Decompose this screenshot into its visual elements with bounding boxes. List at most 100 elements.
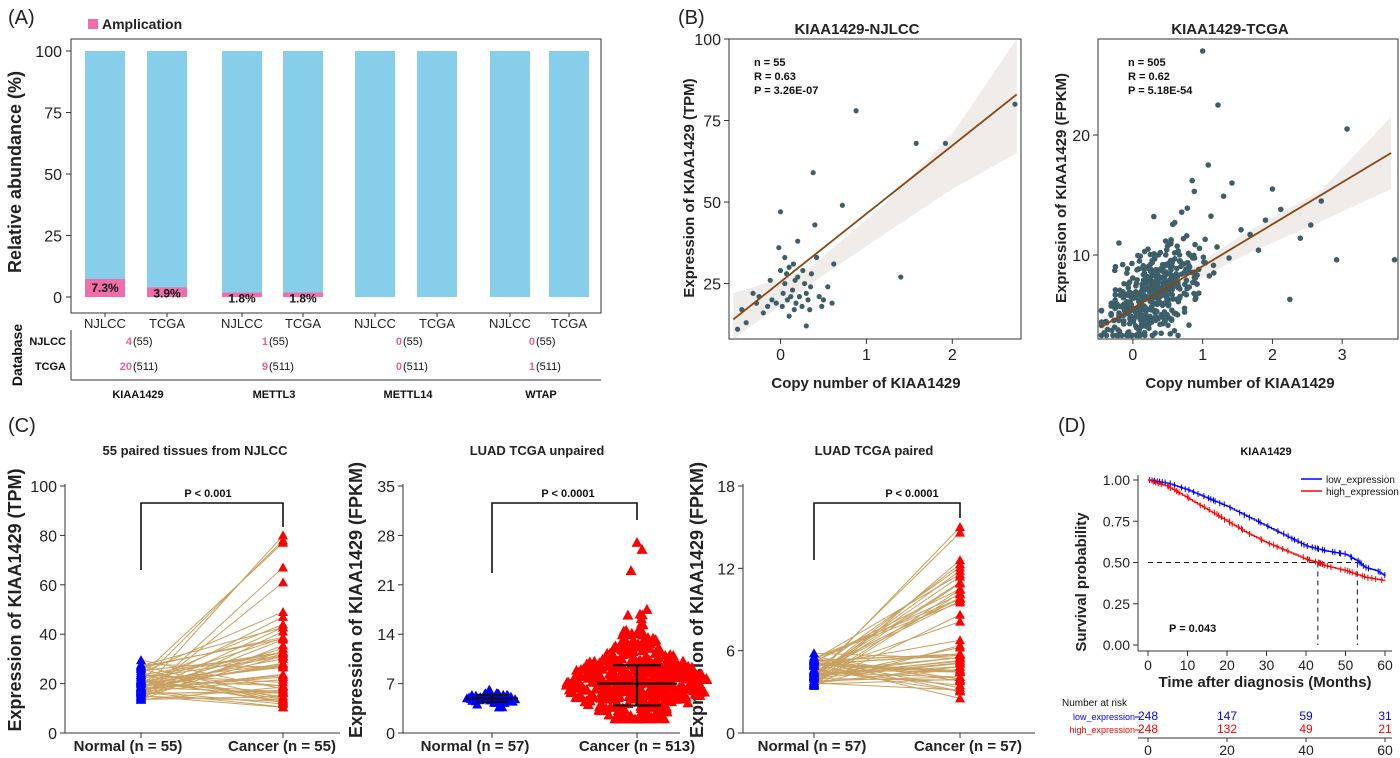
scatter-point (1277, 206, 1284, 213)
scatter-point (942, 140, 949, 146)
panel-d-xlabel: Time after diagnosis (Months) (1158, 674, 1371, 691)
panel-a-ytick-label: 75 (44, 106, 62, 123)
cancer-point (664, 651, 676, 662)
scatter-point (1140, 280, 1147, 286)
cancer-point (606, 653, 618, 664)
risk-value: 132 (1217, 722, 1237, 736)
paired-line (813, 563, 961, 678)
x-tick-label: 10 (1180, 657, 1196, 673)
scatter-point (1168, 266, 1174, 273)
scatter-point (1112, 287, 1119, 293)
y-tick-label: 21 (377, 578, 395, 595)
confidence-band (733, 39, 1017, 339)
scatter-point (1108, 310, 1114, 317)
y-tick-label: 6 (726, 644, 735, 661)
panel-d-risk-table: 0 20 40 60 low_expression 248 147 59 31 high_expr… (1069, 709, 1393, 758)
panel-c2-title: LUAD TCGA unpaired (470, 443, 605, 458)
scatter-point (795, 238, 801, 244)
y-tick-label: 20 (39, 677, 57, 694)
scatter-point (1141, 286, 1147, 293)
normal-point (809, 673, 819, 683)
scatter-point (1103, 332, 1110, 339)
risk-xtick-label: 0 (1144, 742, 1152, 758)
cancer-point (955, 609, 965, 619)
cancer-point (955, 527, 965, 537)
scatter-point (1333, 257, 1340, 263)
panel-a-count: 1 (262, 336, 268, 348)
cancer-point (677, 655, 689, 666)
scatter-point (1215, 102, 1221, 108)
panel-a-bar-label: 1.8% (289, 292, 317, 306)
panel-a-xtick-label: TCGA (551, 316, 587, 331)
scatter-point (1146, 325, 1152, 332)
scatter-point (1138, 311, 1145, 318)
scatter-point (1127, 298, 1133, 305)
panel-a-total: (511) (403, 361, 428, 373)
panel-c3-xlabel-normal: Normal (n = 57) (758, 738, 867, 755)
y-tick-label: 0 (386, 726, 395, 743)
panel-d-ylabel: Survival probability (1073, 512, 1090, 652)
cancer-point (278, 686, 288, 696)
scatter-point (1159, 266, 1166, 272)
risk-table-title: Number at risk (1062, 698, 1128, 709)
scatter-point (913, 140, 919, 146)
y-tick-label: 0.00 (1103, 637, 1130, 653)
panel-a-bar-total (490, 51, 530, 297)
cancer-point (278, 622, 288, 632)
cancer-point (955, 616, 965, 626)
scatter-point (796, 294, 803, 300)
panel-a-bar-total (147, 51, 187, 297)
panel-b-right-ylabel: Expression of KIAA1429 (FPKM) (1053, 73, 1070, 303)
scatter-point (1126, 320, 1133, 327)
scatter-point (1152, 317, 1159, 324)
normal-point (809, 658, 819, 668)
scatter-point (1176, 252, 1183, 258)
scatter-point (803, 323, 809, 329)
panel-c: (C) 55 paired tissues from NJLCC LUAD TC… (5, 415, 1035, 755)
scatter-point (782, 280, 788, 287)
panel-a-bar-amplication (283, 292, 323, 297)
cancer-point (632, 638, 644, 649)
panel-a-bar-total (549, 51, 589, 297)
scatter-point (1116, 240, 1122, 246)
scatter-point (784, 297, 791, 303)
cancer-point (955, 593, 965, 603)
x-tick-label: 50 (1338, 657, 1354, 673)
cancer-point (955, 693, 965, 703)
scatter-point (1180, 235, 1187, 242)
cancer-point (579, 670, 591, 681)
scatter-point (1164, 243, 1171, 249)
panel-a: (A) Amplication Relative abundance (%) 7… (5, 7, 602, 401)
panel-c1-plot: 0 20 40 60 80 100 (30, 479, 340, 743)
scatter-point (1183, 277, 1190, 284)
scatter-point (1196, 245, 1203, 252)
scatter-point (898, 274, 904, 280)
y-tick-label: 0.25 (1103, 596, 1130, 612)
scatter-point (1136, 291, 1143, 298)
panel-b-left-border (728, 38, 1022, 340)
paired-line (813, 532, 961, 676)
panel-a-count: 0 (529, 336, 535, 348)
scatter-point (1162, 281, 1169, 287)
scatter-point (1344, 126, 1350, 132)
scatter-point (1191, 188, 1198, 195)
cancer-point (278, 606, 288, 616)
panel-c1-pvalue: P < 0.001 (184, 488, 231, 500)
scatter-point (1175, 298, 1182, 305)
x-tick-label: 30 (1259, 657, 1275, 673)
risk-value: 59 (1299, 709, 1313, 723)
panel-a-bar-total (222, 51, 262, 297)
scatter-point (1150, 279, 1157, 285)
cancer-point (641, 603, 653, 614)
scatter-point (803, 290, 809, 296)
paired-line (813, 654, 961, 665)
panel-c1-ylabel: Expression of KIAA1429 (TPM) (5, 468, 25, 731)
panel-b-left-ylabel: Expression of KIAA1429 (TPM) (681, 78, 698, 297)
scatter-point (1098, 319, 1105, 325)
panel-a-xtick-label: TCGA (149, 316, 185, 331)
scatter-point (1186, 284, 1193, 290)
panel-a-gene-label: METTL14 (384, 389, 434, 401)
scatter-point (1164, 311, 1170, 318)
scatter-point (750, 290, 756, 296)
